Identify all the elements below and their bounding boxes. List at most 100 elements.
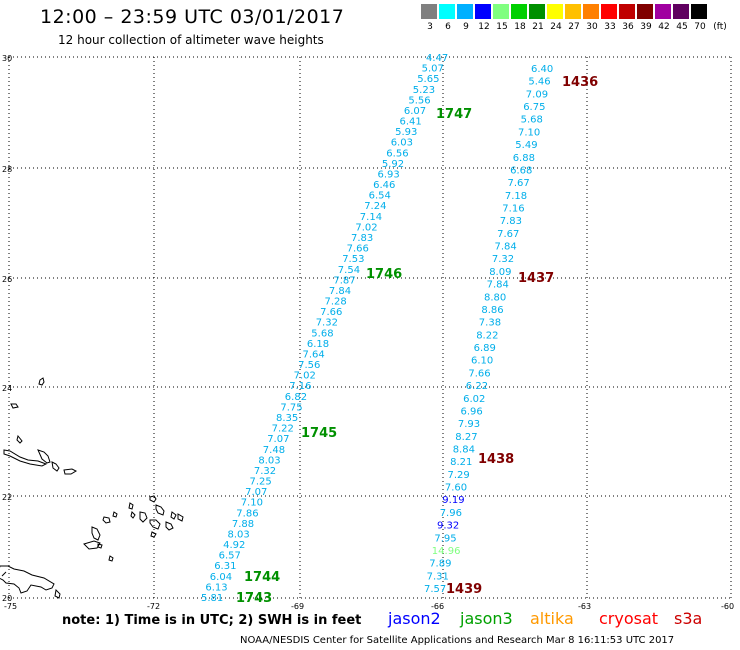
- swh-reading: 6.82: [285, 392, 307, 403]
- swh-reading: 6.13: [205, 582, 227, 593]
- swh-reading: 5.23: [413, 85, 435, 96]
- legend-label: 12: [478, 22, 490, 32]
- legend-swatch: [457, 4, 474, 19]
- pass-time-label: 1746: [366, 267, 402, 282]
- swh-reading: 7.24: [364, 201, 386, 212]
- swh-reading: 6.40: [531, 64, 553, 75]
- swh-reading: 7.89: [429, 559, 451, 570]
- swh-reading: 7.09: [526, 89, 548, 100]
- coastline: [0, 377, 184, 599]
- legend-label: 27: [568, 22, 580, 32]
- swh-reading: 6.68: [510, 166, 532, 177]
- lat-label: 30: [2, 54, 12, 63]
- swh-reading: 6.07: [404, 106, 426, 117]
- swh-reading: 8.84: [453, 445, 475, 456]
- pass-time-label: 1439: [446, 582, 482, 597]
- swh-reading: 4.47: [426, 53, 448, 64]
- swh-reading: 5.65: [417, 74, 439, 85]
- swh-reading: 7.38: [479, 318, 501, 329]
- swh-reading: 6.31: [214, 561, 236, 572]
- legend-swatch: [583, 4, 600, 19]
- swh-reading: 6.56: [386, 148, 408, 159]
- swh-reading: 6.10: [471, 356, 493, 367]
- swh-reading: 6.57: [219, 551, 241, 562]
- swh-reading: 5.93: [395, 127, 417, 138]
- legend-label: 6: [445, 22, 451, 32]
- lon-label: -75: [4, 602, 17, 611]
- swh-reading: 7.83: [500, 216, 522, 227]
- swh-reading: 7.32: [254, 466, 276, 477]
- credit-line: NOAA/NESDIS Center for Satellite Applica…: [240, 635, 675, 646]
- swh-reading: 6.88: [513, 153, 535, 164]
- legend-label: 39: [640, 22, 652, 32]
- swh-reading: 7.88: [232, 519, 254, 530]
- legend-label: 45: [676, 22, 688, 32]
- swh-reading: 7.31: [427, 571, 449, 582]
- pass-time-label: 1436: [562, 75, 598, 90]
- swh-reading: 6.96: [461, 406, 483, 417]
- swh-reading: 6.93: [378, 170, 400, 181]
- swh-reading: 7.67: [497, 229, 519, 240]
- legend-label: 15: [496, 22, 508, 32]
- track-jason3-east: 6.405.467.096.755.687.105.496.886.687.67…: [424, 64, 553, 595]
- legend-label: 18: [514, 22, 526, 32]
- swh-reading: 5.92: [382, 159, 404, 170]
- swh-reading: 5.81: [201, 593, 223, 604]
- swh-reading: 7.54: [338, 265, 360, 276]
- swh-reading: 5.07: [422, 64, 444, 75]
- pass-time-label: 1438: [478, 452, 514, 467]
- lon-label: -72: [147, 602, 160, 611]
- swh-reading: 6.03: [391, 138, 413, 149]
- sat-name-s3a: s3a: [674, 609, 703, 628]
- swh-reading: 7.75: [280, 402, 302, 413]
- swh-reading: 7.64: [303, 350, 325, 361]
- swh-reading: 7.48: [263, 445, 285, 456]
- lon-label: -66: [431, 602, 444, 611]
- swh-reading: 7.57: [424, 584, 446, 595]
- lon-label: -60: [721, 602, 734, 611]
- swh-reading: 7.14: [360, 212, 382, 223]
- swh-reading: 8.35: [276, 413, 298, 424]
- swh-reading: 9.32: [437, 521, 459, 532]
- swh-reading: 7.84: [487, 280, 509, 291]
- swh-reading: 7.10: [241, 498, 263, 509]
- axis-labels: 30 28 26 24 22 20 -75 -72 -69 -66 -63 -6…: [2, 54, 734, 611]
- swh-reading: 6.02: [463, 394, 485, 405]
- swh-reading: 7.53: [342, 254, 364, 265]
- legend-swatch: [475, 4, 492, 19]
- legend-swatch: [547, 4, 564, 19]
- swh-reading: 7.32: [316, 318, 338, 329]
- legend-label: 70: [694, 22, 706, 32]
- swh-reading: 8.09: [489, 267, 511, 278]
- swh-reading: 6.89: [474, 343, 496, 354]
- legend-label: 3: [427, 22, 433, 32]
- swh-reading: 8.21: [450, 457, 472, 468]
- legend-label: 24: [550, 22, 562, 32]
- swh-reading: 7.84: [495, 242, 517, 253]
- swh-reading: 7.67: [508, 178, 530, 189]
- swh-reading: 14.96: [432, 546, 461, 557]
- swh-reading: 4.92: [223, 540, 245, 551]
- swh-reading: 6.54: [369, 191, 391, 202]
- swh-reading: 7.56: [298, 360, 320, 371]
- legend-label: 36: [622, 22, 634, 32]
- swh-reading: 5.46: [528, 77, 550, 88]
- legend-label: 30: [586, 22, 598, 32]
- swh-reading: 8.22: [476, 330, 498, 341]
- swh-reading: 6.41: [400, 117, 422, 128]
- swh-reading: 7.66: [468, 368, 490, 379]
- swh-reading: 6.46: [373, 180, 395, 191]
- swh-reading: 6.22: [466, 381, 488, 392]
- pass-time-label: 1743: [236, 591, 272, 606]
- pass-time-label: 1745: [301, 426, 337, 441]
- legend-label: 33: [604, 22, 616, 32]
- sat-name-jason3: jason3: [460, 609, 513, 628]
- lat-label: 22: [2, 493, 12, 502]
- sat-name-jason2: jason2: [388, 609, 441, 628]
- swh-reading: 8.03: [228, 530, 250, 541]
- swh-reading: 7.18: [505, 191, 527, 202]
- swh-reading: 7.87: [333, 275, 355, 286]
- swh-reading: 7.95: [434, 533, 456, 544]
- track-jason3-west: 4.475.075.655.235.566.076.415.936.036.56…: [201, 53, 448, 604]
